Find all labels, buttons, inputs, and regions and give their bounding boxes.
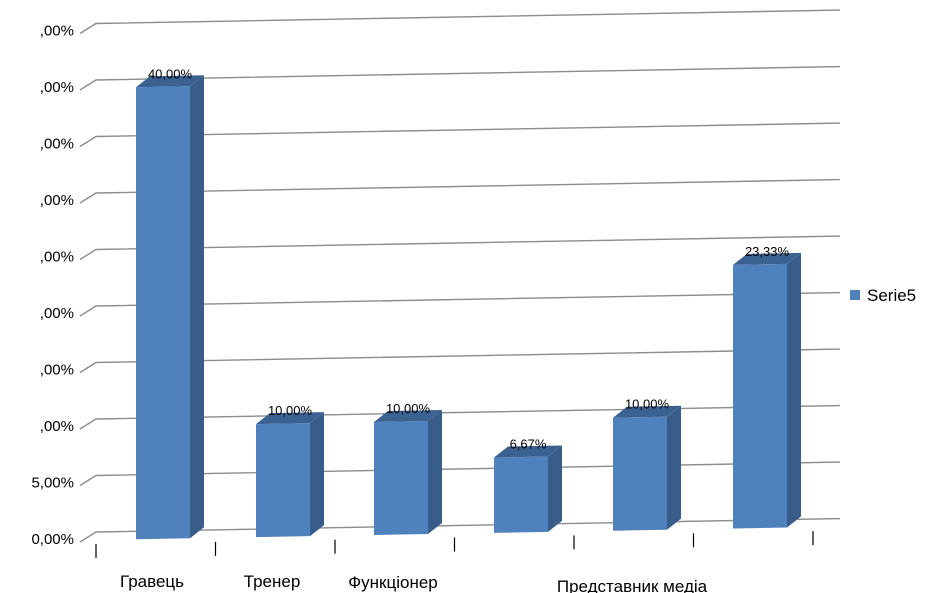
bar-front bbox=[613, 416, 667, 531]
bar-front bbox=[494, 456, 548, 533]
legend-swatch bbox=[850, 290, 860, 300]
bar-value-label: 10,00% bbox=[268, 403, 313, 418]
x-axis: Гравець Тренер Функціонер Представник медіа bbox=[95, 531, 814, 593]
bar-value-label: 40,00% bbox=[148, 66, 193, 81]
gridline bbox=[79, 9, 841, 35]
bar-top bbox=[136, 75, 204, 88]
y-tick-label: ,00% bbox=[40, 136, 74, 153]
bar-top bbox=[733, 252, 801, 265]
bar bbox=[136, 75, 204, 540]
y-tick-label: ,00% bbox=[40, 249, 74, 266]
y-tick-label: ,00% bbox=[40, 23, 74, 40]
bar-side bbox=[428, 410, 442, 535]
bar-top bbox=[256, 412, 324, 425]
x-category-label: Представник медіа bbox=[557, 577, 708, 593]
bars: 40,00% 10,00% 10,00% 6,67% 10,00% 23,33% bbox=[136, 66, 801, 540]
gridline bbox=[79, 122, 841, 148]
bar-side bbox=[667, 405, 681, 530]
gridline bbox=[79, 461, 841, 487]
gridline bbox=[79, 348, 841, 374]
legend-label: Serie5 bbox=[867, 286, 916, 305]
bar-value-label: 23,33% bbox=[745, 244, 790, 259]
bar bbox=[374, 410, 442, 535]
bar-front bbox=[136, 86, 190, 540]
gridline bbox=[79, 235, 841, 261]
bar-front bbox=[256, 423, 310, 538]
x-category-label: Функціонер bbox=[348, 573, 438, 592]
x-category-label: Гравець bbox=[120, 572, 184, 591]
bar-side bbox=[787, 252, 801, 528]
y-tick-label: ,00% bbox=[40, 79, 74, 96]
gridlines bbox=[79, 9, 841, 543]
bar-top bbox=[494, 445, 562, 458]
bar-value-label: 6,67% bbox=[510, 436, 547, 451]
gridline bbox=[79, 404, 841, 430]
bar-top bbox=[613, 405, 681, 418]
y-tick-label: 5,00% bbox=[31, 475, 74, 492]
legend: Serie5 bbox=[850, 286, 916, 305]
x-category-label: Тренер bbox=[244, 572, 301, 591]
gridline bbox=[79, 65, 841, 91]
bar bbox=[613, 405, 681, 531]
gridline bbox=[79, 291, 841, 317]
bar-value-label: 10,00% bbox=[625, 397, 670, 412]
gridline bbox=[79, 178, 841, 204]
bar-side bbox=[310, 412, 324, 537]
bar bbox=[494, 445, 562, 533]
bar bbox=[256, 412, 324, 538]
y-tick-label: ,00% bbox=[40, 418, 74, 435]
y-tick-label: ,00% bbox=[40, 362, 74, 379]
y-tick-label: 0,00% bbox=[31, 531, 74, 548]
bar bbox=[733, 252, 801, 529]
bar-front bbox=[374, 421, 428, 535]
bar-value-label: 10,00% bbox=[386, 401, 431, 416]
y-tick-label: ,00% bbox=[40, 305, 74, 322]
bar-side bbox=[548, 445, 562, 532]
y-axis: 0,00% 5,00% ,00% ,00% ,00% ,00% ,00% ,00% ,00% ,0… bbox=[31, 23, 74, 549]
bar-side bbox=[190, 75, 204, 539]
gridline bbox=[79, 517, 841, 543]
y-tick-label: ,00% bbox=[40, 192, 74, 209]
bar-top bbox=[374, 410, 442, 422]
bar-front bbox=[733, 263, 787, 529]
